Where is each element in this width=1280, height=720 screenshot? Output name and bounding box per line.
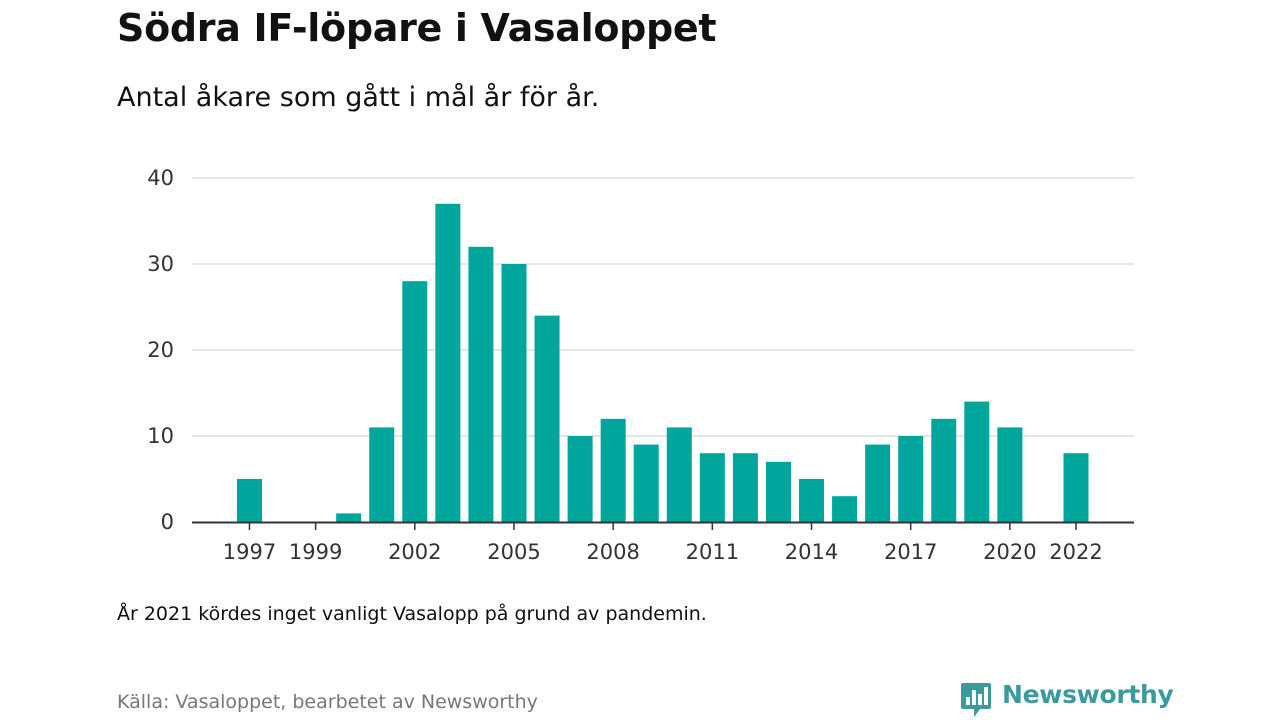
footnote: År 2021 kördes inget vanligt Vasalopp på… xyxy=(117,603,707,625)
y-tick-label: 30 xyxy=(147,252,174,276)
x-tick-label: 1997 xyxy=(223,540,276,564)
newsworthy-chat-bars-icon xyxy=(961,683,991,717)
x-tick-label: 2002 xyxy=(388,540,441,564)
x-tick-label: 2008 xyxy=(586,540,639,564)
bar xyxy=(666,427,692,522)
x-tick-label: 2005 xyxy=(487,540,540,564)
y-tick-label: 20 xyxy=(147,338,174,362)
bar xyxy=(997,427,1023,522)
brand-name: Newsworthy xyxy=(1002,680,1174,709)
chart-subtitle: Antal åkare som gått i mål år för år. xyxy=(117,82,600,113)
x-tick-label: 2020 xyxy=(983,540,1036,564)
bar xyxy=(369,427,395,522)
bar xyxy=(501,264,527,522)
bar xyxy=(832,496,858,522)
bar xyxy=(732,453,758,522)
bar xyxy=(865,444,891,522)
x-tick-label: 2022 xyxy=(1049,540,1102,564)
bar xyxy=(931,418,957,522)
newsworthy-logo[interactable]: Newsworthy xyxy=(960,680,1174,720)
bar xyxy=(699,453,725,522)
bars xyxy=(237,203,1089,523)
bar xyxy=(237,479,262,522)
bar xyxy=(468,246,494,523)
bar xyxy=(765,461,791,522)
x-axis-ticks: 1997 1999 2002 2005 2008 2011 2014 2017 2020 2022 xyxy=(223,522,1103,564)
bar xyxy=(600,418,626,522)
y-tick-label: 10 xyxy=(147,424,174,448)
bar xyxy=(402,281,428,522)
y-tick-label: 0 xyxy=(161,510,174,534)
bar xyxy=(567,436,593,522)
bar xyxy=(898,436,924,522)
source-text: Källa: Vasaloppet, bearbetet av Newswort… xyxy=(117,691,538,713)
bar xyxy=(336,513,362,522)
bar xyxy=(534,315,560,522)
bar xyxy=(1063,453,1089,522)
gridlines xyxy=(192,177,1134,437)
y-axis-ticks: 0 10 20 30 40 xyxy=(147,166,174,534)
chart-title: Södra IF-löpare i Vasaloppet xyxy=(117,6,717,50)
x-tick-label: 2017 xyxy=(884,540,937,564)
bar xyxy=(435,203,461,523)
x-tick-label: 1999 xyxy=(289,540,342,564)
bar xyxy=(964,401,990,522)
bar xyxy=(633,444,659,522)
x-tick-label: 2011 xyxy=(686,540,739,564)
x-tick-label: 2014 xyxy=(785,540,838,564)
bar-chart: 0 10 20 30 40 1997 1999 2002 2005 2008 2011 2014 20… xyxy=(147,166,1134,564)
bar xyxy=(799,479,825,522)
y-tick-label: 40 xyxy=(147,166,174,190)
